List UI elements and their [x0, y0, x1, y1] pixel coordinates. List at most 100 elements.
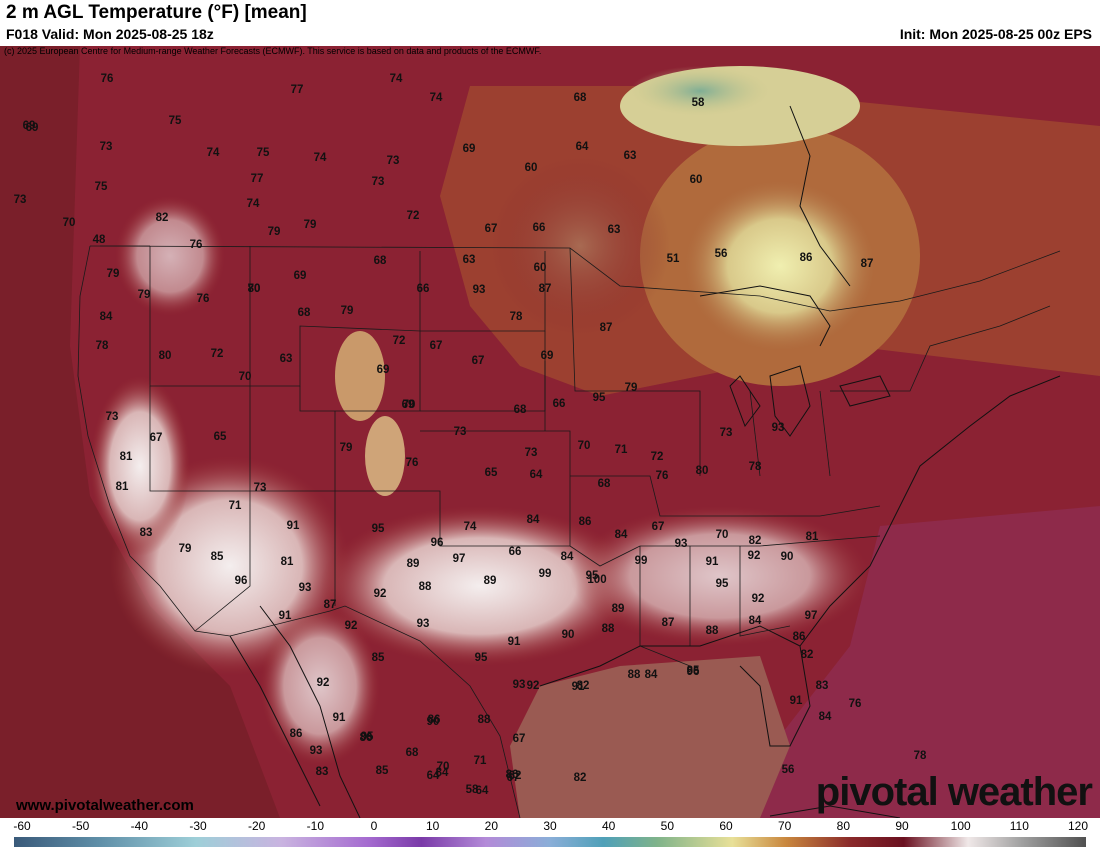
temperature-value: 82 — [156, 212, 169, 224]
temperature-value: 81 — [120, 451, 133, 463]
temperature-value: 84 — [100, 311, 113, 323]
temperature-value: 83 — [140, 527, 153, 539]
init-time: Init: Mon 2025-08-25 00z EPS — [899, 26, 1092, 42]
temperature-value: 64 — [576, 141, 589, 153]
temperature-value: 84 — [615, 529, 628, 541]
temperature-value: 93 — [417, 618, 430, 630]
temperature-value: 88 — [706, 625, 719, 637]
borders — [77, 245, 1061, 818]
legend-tick: -50 — [71, 819, 90, 833]
temperature-value: 65 — [485, 467, 498, 479]
temperature-value: 67 — [513, 733, 526, 745]
temperature-value: 93 — [299, 582, 312, 594]
temperature-value: 99 — [635, 555, 648, 567]
temperature-value: 73 — [372, 176, 385, 188]
temperature-value: 73 — [720, 427, 733, 439]
temperature-value: 90 — [427, 716, 440, 728]
temperature-value: 90 — [562, 629, 575, 641]
temperature-value: 76 — [101, 73, 114, 85]
website-url[interactable]: www.pivotalweather.com — [16, 797, 194, 814]
legend-tick: 40 — [601, 819, 616, 833]
temperature-value: 73 — [100, 141, 113, 153]
legend-tick: -10 — [306, 819, 324, 833]
temperature-value: 70 — [403, 399, 416, 411]
temperature-value: 78 — [749, 461, 762, 473]
pivotal-weather-logo: pivotal weather — [815, 770, 1093, 814]
hudson-teal — [630, 66, 770, 116]
temperature-value: 73 — [106, 411, 119, 423]
temperature-value: 69 — [23, 120, 36, 132]
temperature-value: 86 — [793, 631, 806, 643]
legend-tick: 0 — [370, 819, 378, 833]
temperature-value: 70 — [437, 761, 450, 773]
temperature-value: 60 — [525, 162, 538, 174]
temperature-value: 86 — [428, 714, 441, 726]
temperature-value: 82 — [574, 772, 587, 784]
temperature-value: 68 — [298, 307, 311, 319]
temperature-value: 73 — [254, 482, 267, 494]
temperature-value: 74 — [207, 147, 220, 159]
temperature-value: 95 — [593, 392, 606, 404]
temperature-value: 74 — [247, 198, 260, 210]
legend-tick: 20 — [484, 819, 499, 833]
header: 2 m AGL Temperature (°F) [mean] F018 Val… — [0, 0, 1100, 46]
temperature-value: 91 — [572, 681, 585, 693]
temperature-value: 95 — [361, 731, 374, 743]
temperature-value: 75 — [95, 181, 108, 193]
temperature-value: 56 — [782, 764, 795, 776]
legend-tick: -20 — [247, 819, 266, 833]
temperature-value: 84 — [561, 551, 574, 563]
temperature-value: 87 — [600, 322, 613, 334]
temperature-value: 75 — [257, 147, 270, 159]
copyright-notice: (c) 2025 European Centre for Medium-rang… — [4, 46, 542, 56]
temperature-value: 97 — [453, 553, 466, 565]
temperature-value: 67 — [507, 772, 520, 784]
temperature-values: 76 77 74 74 69 68 75 73 74 75 74 73 69 64 63 58 77 73 60 60… — [14, 73, 927, 797]
temperature-value: 92 — [752, 593, 765, 605]
temperature-value: 96 — [235, 575, 248, 587]
temperature-value: 69 — [463, 143, 476, 155]
temperature-value: 69 — [402, 399, 415, 411]
temperature-value: 92 — [527, 680, 540, 692]
temperature-value: 87 — [324, 599, 337, 611]
temperature-value: 96 — [431, 537, 444, 549]
legend-tick: 120 — [1067, 819, 1089, 833]
temperature-value: 88 — [602, 623, 615, 635]
temperature-value: 70 — [63, 217, 76, 229]
temperature-value: 81 — [281, 556, 294, 568]
temperature-value: 69 — [294, 270, 307, 282]
temperature-value: 87 — [662, 617, 675, 629]
temperature-value: 58 — [466, 784, 479, 796]
temperature-value: 91 — [279, 610, 292, 622]
temperature-value: 66 — [509, 546, 522, 558]
colorbar — [14, 837, 1086, 847]
temperature-value: 97 — [805, 610, 818, 622]
temperature-value: 78 — [914, 750, 927, 762]
southeast-heat — [570, 506, 870, 646]
temperature-value: 91 — [287, 520, 300, 532]
legend-tick: 90 — [895, 819, 909, 833]
temperature-value: 91 — [790, 695, 803, 707]
temperature-value: 64 — [476, 785, 489, 797]
temperature-value: 60 — [690, 174, 703, 186]
temperature-value: 95 — [716, 578, 729, 590]
temperature-map[interactable]: 76 77 74 74 69 68 75 73 74 75 74 73 69 64 63 58 77 73 60 60… — [0, 46, 1100, 818]
legend-tick: 70 — [777, 819, 792, 833]
temperature-value: 66 — [553, 398, 566, 410]
temperature-value: 79 — [138, 289, 151, 301]
temperature-value: 73 — [525, 447, 538, 459]
temperature-value: 76 — [197, 293, 210, 305]
temperature-value: 69 — [26, 122, 39, 134]
temperature-value: 67 — [430, 340, 443, 352]
temperature-value: 88 — [628, 669, 641, 681]
temperature-value: 82 — [801, 649, 814, 661]
temperature-value: 79 — [107, 268, 120, 280]
temperature-value: 68 — [406, 747, 419, 759]
temperature-value: 73 — [14, 194, 27, 206]
temperature-value: 66 — [533, 222, 546, 234]
temperature-value: 67 — [485, 223, 498, 235]
temperature-value: 63 — [463, 254, 476, 266]
temperature-value: 80 — [248, 283, 261, 295]
temperature-value: 92 — [345, 620, 358, 632]
temperature-value: 76 — [849, 698, 862, 710]
